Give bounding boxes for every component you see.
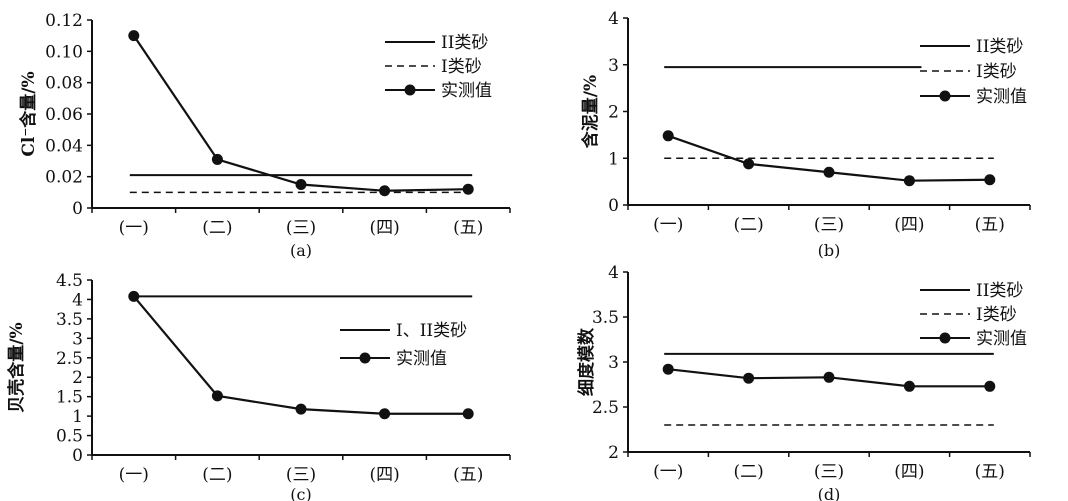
- y-tick-label: 0.02: [45, 168, 83, 188]
- y-tick-label: 1.5: [56, 388, 83, 408]
- legend-label: I类砂: [976, 305, 1017, 325]
- data-point-measured: [823, 371, 835, 383]
- legend-label: 实测值: [976, 87, 1027, 107]
- x-tick-label: (四): [369, 465, 399, 485]
- y-tick-label: 0.12: [45, 11, 83, 31]
- x-tick-label: (三): [286, 218, 316, 238]
- data-point-measured: [462, 183, 474, 195]
- y-tick-label: 0.5: [56, 427, 83, 447]
- legend-label: 实测值: [976, 329, 1027, 349]
- data-point-measured: [379, 185, 391, 197]
- x-tick-label: (二): [202, 465, 232, 485]
- data-point-measured: [823, 166, 835, 178]
- y-tick-label: 2: [608, 443, 619, 463]
- x-tick-label: (一): [653, 215, 683, 235]
- data-point-measured: [743, 158, 755, 170]
- legend-marker: [359, 352, 371, 364]
- x-tick-label: (二): [202, 218, 232, 238]
- x-tick-label: (一): [119, 218, 149, 238]
- data-point-measured: [211, 390, 223, 402]
- y-tick-label: 0: [72, 199, 83, 219]
- y-tick-label: 2.5: [56, 349, 83, 369]
- x-tick-label: (一): [653, 462, 683, 482]
- y-tick-label: 3: [608, 353, 619, 373]
- y-tick-label: 2: [608, 103, 619, 123]
- y-tick-label: 3: [72, 329, 83, 349]
- y-tick-label: 0.10: [45, 42, 83, 62]
- y-tick-label: 0.04: [45, 136, 83, 156]
- legend-marker: [939, 332, 951, 344]
- y-tick-label: 0: [608, 196, 619, 216]
- data-point-measured: [462, 408, 474, 420]
- data-point-measured: [295, 403, 307, 415]
- y-tick-label: 0: [72, 446, 83, 466]
- panel-caption: (a): [290, 241, 312, 260]
- x-tick-label: (二): [733, 462, 763, 482]
- y-axis-label: Cl⁻含量/%: [18, 71, 39, 156]
- panel-caption: (d): [818, 485, 841, 501]
- y-tick-label: 3.5: [56, 310, 83, 330]
- x-tick-label: (五): [453, 465, 483, 485]
- data-point-measured: [743, 372, 755, 384]
- data-point-measured: [295, 179, 307, 190]
- y-tick-label: 4: [608, 263, 619, 283]
- legend-label: I类砂: [441, 57, 482, 77]
- data-point-measured: [379, 408, 391, 420]
- panel-caption: (c): [290, 485, 311, 501]
- panel-caption: (b): [818, 241, 841, 260]
- legend-label: II类砂: [976, 37, 1023, 57]
- x-tick-label: (四): [894, 215, 924, 235]
- y-tick-label: 1: [72, 407, 83, 427]
- data-point-measured: [984, 174, 996, 186]
- chart-panel-c: 00.511.522.533.544.5 (一) (二) (三) (四) (五) 贝壳含量/…: [6, 271, 511, 501]
- series-line-measured: [132, 35, 469, 192]
- legend-label: II类砂: [441, 33, 488, 53]
- x-tick-label: (二): [733, 215, 763, 235]
- y-tick-label: 4: [608, 9, 619, 29]
- x-tick-label: (三): [814, 215, 844, 235]
- y-tick-label: 2.5: [592, 398, 619, 418]
- data-point-measured: [662, 130, 674, 142]
- legend-label: I类砂: [976, 62, 1017, 82]
- y-tick-label: 3.5: [592, 308, 619, 328]
- data-point-measured: [903, 175, 915, 187]
- data-point-measured: [903, 380, 915, 392]
- legend-label: II类砂: [976, 281, 1023, 301]
- data-point-measured: [211, 153, 223, 165]
- y-tick-label: 4: [72, 290, 83, 310]
- y-axis-label: 细度模数: [576, 327, 597, 396]
- x-tick-label: (四): [894, 462, 924, 482]
- data-point-measured: [128, 30, 140, 42]
- y-tick-label: 4.5: [56, 271, 83, 291]
- y-axis-label: 贝壳含量/%: [6, 322, 27, 412]
- legend-label: 实测值: [396, 349, 447, 369]
- x-tick-label: (四): [369, 218, 399, 238]
- data-point-measured: [662, 363, 674, 375]
- legend-marker: [939, 90, 951, 102]
- legend-label: I、II类砂: [396, 321, 467, 341]
- x-tick-label: (五): [453, 218, 483, 238]
- x-tick-label: (三): [814, 462, 844, 482]
- y-tick-label: 3: [608, 56, 619, 76]
- x-tick-label: (五): [975, 215, 1005, 235]
- legend-label: 实测值: [441, 81, 492, 101]
- x-tick-label: (一): [119, 465, 149, 485]
- data-point-measured: [984, 380, 996, 392]
- y-tick-label: 0.08: [45, 74, 83, 94]
- chart-panel-a: 0 0.02 0.04 0.06 0.08 0.10 0.12 (一) (二) (三) (四) (五)…: [18, 11, 511, 260]
- data-point-measured: [128, 290, 140, 302]
- legend-marker: [404, 84, 416, 96]
- y-tick-label: 2: [72, 368, 83, 388]
- x-tick-label: (三): [286, 465, 316, 485]
- y-tick-label: 1: [608, 149, 619, 169]
- x-tick-label: (五): [975, 462, 1005, 482]
- y-tick-label: 0.06: [45, 105, 83, 125]
- y-axis-label: 含泥量/%: [580, 75, 601, 148]
- chart-panel-d: 2 2.5 3 3.5 4 (一) (二) (三) (四) (五) 细度模数 (d) II类砂 I类砂实测…: [576, 263, 1031, 501]
